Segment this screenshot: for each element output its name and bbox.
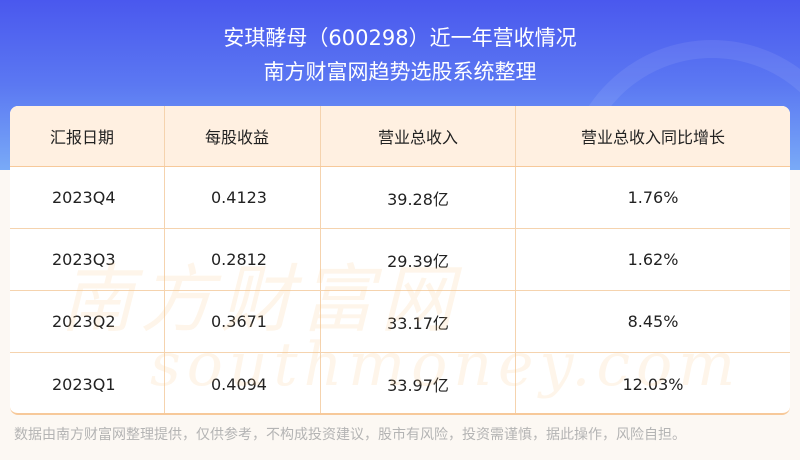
column-header: 营业总收入同比增长: [580, 128, 725, 147]
cell-date: 2023Q3: [10, 229, 165, 290]
watermark-en: southmoney.com: [150, 330, 742, 400]
cell-date: 2023Q2: [10, 291, 165, 352]
table-row: 2023Q1 0.4094 33.97亿 12.03%: [10, 353, 790, 413]
cell-eps: 0.3671: [165, 291, 321, 352]
cell-revenue: 39.28亿: [321, 167, 516, 228]
cell-growth: 1.62%: [627, 250, 679, 269]
cell-eps: 0.4094: [165, 353, 321, 413]
cell-growth: 12.03%: [622, 374, 684, 394]
revenue-table: 汇报日期 每股收益 营业总收入 营业总收入同比增长 2023Q4 0.4123 …: [10, 106, 790, 415]
watermark-cn: 南方财富网: [60, 257, 460, 343]
cell-growth: 1.76%: [627, 188, 679, 207]
cell-revenue: 29.39亿: [321, 229, 516, 290]
table-row: 2023Q4 0.4123 39.28亿 1.76%: [10, 167, 790, 229]
cell-date: 2023Q4: [10, 167, 165, 228]
cell-date: 2023Q1: [10, 353, 165, 413]
cell-growth: 8.45%: [627, 312, 679, 331]
page-title: 安琪酵母（600298）近一年营收情况: [223, 26, 577, 50]
column-header: 汇报日期: [10, 106, 165, 166]
cell-revenue: 33.97亿: [321, 353, 516, 413]
cell-revenue: 33.17亿: [321, 291, 516, 352]
cell-eps: 0.4123: [165, 167, 321, 228]
page-subtitle: 南方财富网趋势选股系统整理: [263, 60, 537, 84]
table-row: 2023Q3 0.2812 29.39亿 1.62%: [10, 229, 790, 291]
disclaimer: 数据由南方财富网整理提供，仅供参考，不构成投资建议，股市有风险，投资需谨慎，据此…: [14, 427, 686, 443]
table-header-row: 汇报日期 每股收益 营业总收入 营业总收入同比增长: [10, 106, 790, 167]
column-header: 每股收益: [165, 106, 321, 166]
cell-eps: 0.2812: [165, 229, 321, 290]
table-row: 2023Q2 0.3671 33.17亿 8.45%: [10, 291, 790, 353]
column-header: 营业总收入: [321, 106, 516, 166]
